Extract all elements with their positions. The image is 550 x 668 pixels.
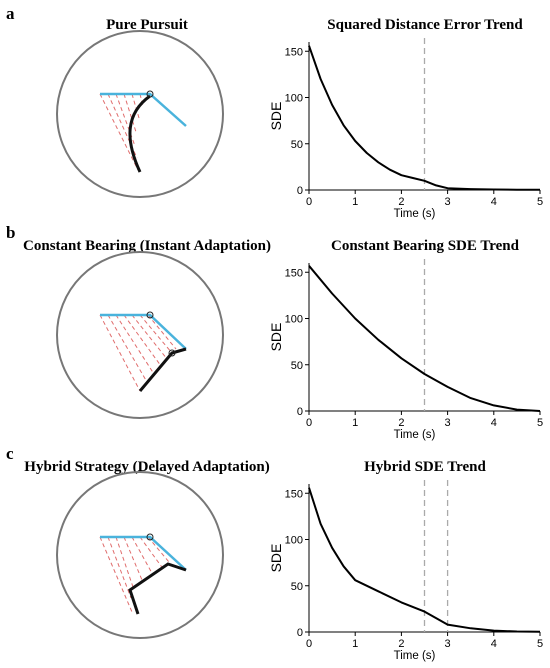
x-tick-label: 4 — [491, 196, 497, 208]
y-tick-label: 150 — [285, 488, 303, 500]
panel-b-chart-title: Constant Bearing SDE Trend — [331, 238, 519, 254]
x-axis-label: Time (s) — [394, 429, 436, 441]
arena-circle — [56, 30, 224, 198]
x-tick-label: 4 — [491, 638, 497, 650]
chart-hybrid-sde: 0 50 100 150 0 1 2 3 4 5 Time (s) SDE — [268, 480, 543, 662]
y-tick-label: 0 — [297, 185, 303, 197]
x-tick-label: 1 — [352, 638, 358, 650]
sde-series-line — [308, 487, 541, 633]
panel-c-diagram-title: Hybrid Strategy (Delayed Adaptation) — [24, 459, 270, 475]
y-tick-label: 100 — [285, 314, 303, 326]
y-tick-label: 150 — [285, 46, 303, 58]
panel-a-diagram-title: Pure Pursuit — [106, 17, 188, 33]
pursuer-path — [138, 347, 187, 392]
arena-circle — [56, 471, 224, 639]
x-tick-label: 5 — [537, 638, 543, 650]
x-tick-label: 0 — [306, 638, 312, 650]
y-axis-label: SDE — [268, 544, 284, 573]
panel-c-chart-title: Hybrid SDE Trend — [364, 459, 486, 475]
panel-b-letter: b — [6, 223, 16, 242]
y-tick-label: 100 — [285, 93, 303, 105]
y-tick-label: 0 — [297, 627, 303, 639]
target-marker — [146, 533, 154, 541]
sight-lines — [99, 93, 144, 171]
panel-c-letter: c — [6, 444, 14, 463]
x-tick-label: 5 — [537, 417, 543, 429]
y-tick-label: 50 — [291, 360, 303, 372]
pursuer-path — [128, 94, 151, 173]
y-tick-label: 100 — [285, 535, 303, 547]
y-tick-label: 0 — [297, 406, 303, 418]
pursuer-path — [128, 562, 187, 615]
x-tick-label: 2 — [398, 417, 404, 429]
target-path — [100, 313, 187, 350]
panel-b-diagram-title: Constant Bearing (Instant Adaptation) — [23, 238, 271, 254]
intercept-marker — [168, 349, 176, 357]
x-tick-label: 3 — [445, 196, 451, 208]
chart-squared-distance-error: 0 50 100 150 0 1 2 3 4 5 Time (s) SDE — [268, 38, 543, 220]
sde-series-line — [308, 265, 541, 412]
target-marker — [146, 311, 154, 319]
x-tick-label: 3 — [445, 638, 451, 650]
sde-series-line — [308, 45, 541, 191]
x-tick-label: 3 — [445, 417, 451, 429]
panel-a-letter: a — [6, 4, 15, 23]
panel-a-chart-title: Squared Distance Error Trend — [327, 17, 523, 33]
diagram-pure-pursuit — [56, 30, 224, 198]
x-axis-label: Time (s) — [394, 208, 436, 220]
x-tick-label: 2 — [398, 638, 404, 650]
arena-circle — [56, 251, 224, 419]
target-path — [100, 92, 187, 127]
y-axis-label: SDE — [268, 323, 284, 352]
diagram-constant-bearing — [56, 251, 224, 419]
x-tick-label: 1 — [352, 196, 358, 208]
y-tick-label: 150 — [285, 267, 303, 279]
x-tick-label: 0 — [306, 196, 312, 208]
x-tick-label: 5 — [537, 196, 543, 208]
y-tick-label: 50 — [291, 581, 303, 593]
y-axis-label: SDE — [268, 102, 284, 131]
y-tick-label: 50 — [291, 139, 303, 151]
x-tick-label: 1 — [352, 417, 358, 429]
sight-lines — [99, 314, 177, 392]
chart-constant-bearing-sde: 0 50 100 150 0 1 2 3 4 5 Time (s) SDE — [268, 259, 543, 441]
target-marker — [146, 90, 154, 98]
target-path — [100, 535, 187, 571]
x-axis-label: Time (s) — [394, 650, 436, 662]
x-tick-label: 4 — [491, 417, 497, 429]
x-tick-label: 2 — [398, 196, 404, 208]
x-tick-label: 0 — [306, 417, 312, 429]
diagram-hybrid — [56, 471, 224, 639]
sight-lines — [99, 536, 175, 613]
